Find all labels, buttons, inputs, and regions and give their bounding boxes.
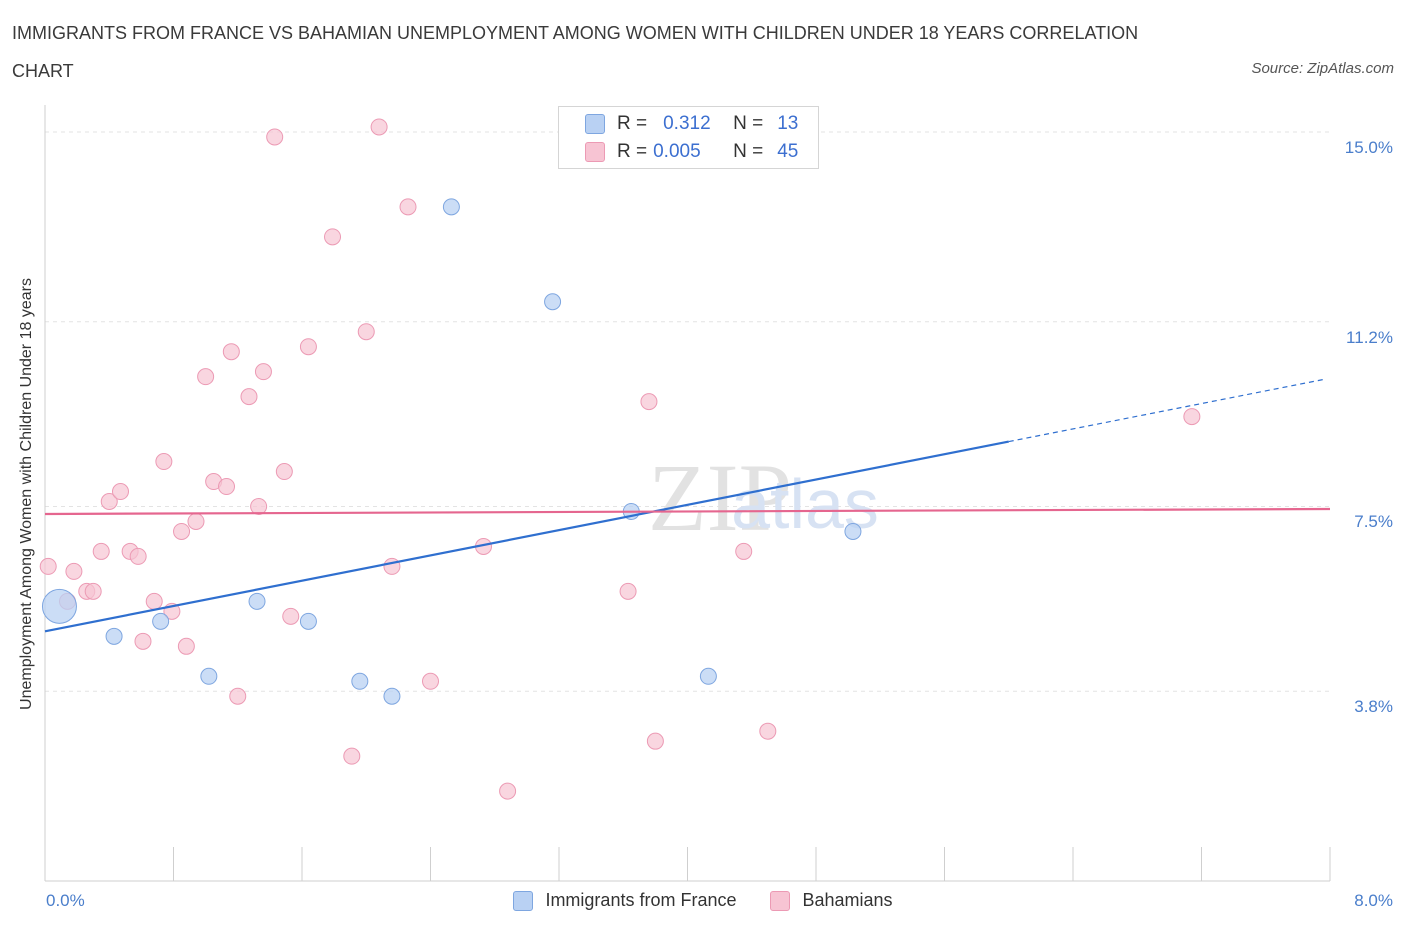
france-point	[351, 672, 369, 690]
france-point	[699, 667, 717, 685]
r-value: 0.312	[663, 113, 711, 134]
france-point	[105, 627, 123, 645]
bahamians-point	[39, 557, 57, 575]
n-label: N =	[733, 141, 764, 162]
stats-row-france: R = 0.312 N = 13	[585, 112, 798, 136]
series-legend: Immigrants from France Bahamians	[0, 890, 1406, 911]
bahamians-point	[357, 323, 375, 341]
bahamians-point	[145, 592, 163, 610]
bahamians-point	[134, 632, 152, 650]
france-trendline-extension	[1008, 378, 1326, 443]
y-tick-label: 11.2%	[1346, 327, 1393, 347]
bahamians-point	[229, 687, 247, 705]
legend-item-france: Immigrants from France	[513, 890, 736, 911]
bahamians-point	[84, 582, 102, 600]
france-trendline	[44, 440, 1009, 633]
bahamians-point	[759, 722, 777, 740]
r-label: R =	[617, 113, 648, 134]
y-tick-label: 15.0%	[1344, 137, 1393, 157]
bahamians-point	[240, 388, 258, 406]
bahamians-point	[735, 542, 753, 560]
r-label: R =	[617, 141, 648, 162]
bahamians-point	[155, 453, 173, 471]
france-point	[383, 687, 401, 705]
france-swatch	[513, 890, 534, 911]
r-value: 0.005	[653, 141, 701, 162]
bahamians-point	[399, 198, 417, 216]
bahamians-point	[177, 637, 195, 655]
bahamians-point	[499, 782, 517, 800]
bahamians-point	[129, 547, 147, 565]
chart-title: IMMIGRANTS FROM FRANCE VS BAHAMIAN UNEMP…	[12, 23, 1139, 81]
bahamians-point	[173, 522, 191, 540]
bahamians-point	[218, 478, 236, 496]
n-label: N =	[733, 113, 764, 134]
bahamians-point	[646, 732, 664, 750]
france-point	[152, 612, 170, 630]
bahamians-point	[619, 582, 637, 600]
bahamians-point	[282, 607, 300, 625]
bahamians-point	[222, 343, 240, 361]
france-point	[844, 522, 862, 540]
bahamians-point	[275, 463, 293, 481]
bahamians-point	[187, 512, 205, 530]
france-point	[299, 612, 317, 630]
bahamians-point	[422, 672, 439, 690]
bahamians-point	[266, 128, 284, 146]
bahamians-trendline	[44, 507, 1331, 516]
bahamians-point	[370, 118, 388, 136]
stats-legend: R = 0.312 N = 13 R = 0.005 N = 45	[558, 106, 819, 169]
bahamians-point	[640, 393, 658, 411]
y-tick-label: 3.8%	[1354, 697, 1393, 717]
bahamians-point	[92, 542, 110, 560]
bahamians-swatch	[585, 142, 605, 162]
y-tick-label: 7.5%	[1354, 512, 1393, 532]
france-point	[544, 293, 562, 311]
france-swatch	[585, 114, 605, 134]
stats-row-bahamians: R = 0.005 N = 45	[585, 140, 798, 164]
bahamians-point	[111, 483, 129, 501]
bahamians-point	[100, 492, 118, 510]
n-value: 13	[777, 113, 799, 134]
bahamians-point	[254, 363, 272, 381]
n-value: 45	[777, 141, 799, 162]
bahamians-point	[343, 747, 361, 765]
bahamians-point	[324, 228, 342, 246]
france-point	[248, 592, 266, 610]
bahamians-point	[65, 562, 83, 580]
x-tick-label-max: 8.0%	[1354, 891, 1393, 910]
legend-label-bahamians: Bahamians	[802, 890, 893, 910]
legend-item-bahamians: Bahamians	[770, 890, 893, 911]
bahamians-point	[197, 368, 215, 386]
legend-label-france: Immigrants from France	[545, 890, 737, 910]
bahamians-point	[299, 338, 317, 356]
bahamians-swatch	[770, 890, 791, 911]
france-point	[200, 667, 218, 685]
x-tick-label-min: 0.0%	[46, 891, 85, 910]
bahamians-point	[250, 497, 268, 515]
bahamians-point	[1183, 408, 1201, 426]
france-point	[442, 198, 460, 216]
france-point	[41, 588, 77, 624]
source-label: Source: ZipAtlas.com	[1251, 60, 1394, 77]
